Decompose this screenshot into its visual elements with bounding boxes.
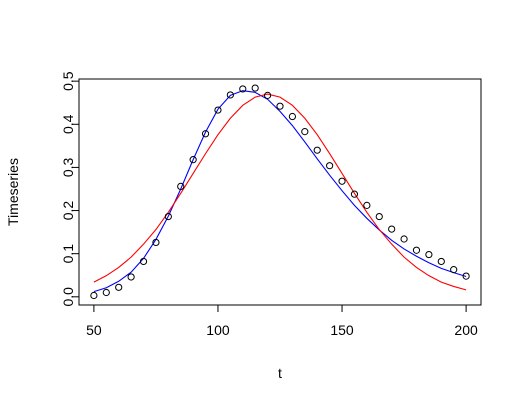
y-tick-label: 0.2: [60, 201, 76, 221]
y-tick-label: 0.4: [60, 114, 76, 134]
data-point: [437, 257, 445, 266]
y-tick-label: 0.1: [60, 244, 76, 264]
data-point: [425, 250, 433, 259]
data-point: [388, 225, 396, 233]
x-axis-title: t: [278, 365, 282, 381]
series-layer: [90, 84, 470, 300]
data-point: [313, 146, 321, 154]
x-axis: 50 100 150 200: [86, 304, 478, 338]
data-point: [263, 91, 272, 99]
blue-fit-line: [93, 90, 467, 293]
data-point: [189, 156, 197, 164]
x-tick-label: 50: [86, 322, 102, 338]
data-point: [338, 177, 346, 185]
data-point: [164, 212, 172, 221]
y-tick-label: 0.5: [60, 71, 76, 91]
data-point: [139, 257, 148, 266]
plot-box: [78, 78, 482, 306]
data-point: [450, 266, 458, 274]
data-point: [90, 291, 98, 300]
y-axis-title: Timeseries: [5, 158, 21, 226]
data-point: [115, 283, 123, 291]
x-tick-label: 150: [330, 322, 354, 338]
data-point: [375, 212, 383, 221]
data-point: [326, 162, 334, 170]
data-point: [201, 130, 210, 138]
data-point: [214, 106, 222, 114]
y-tick-label: 0.3: [60, 157, 76, 177]
data-point: [102, 288, 110, 297]
data-point: [152, 238, 160, 247]
x-tick-label: 100: [206, 322, 230, 338]
data-point: [276, 102, 284, 110]
data-point: [239, 85, 247, 93]
data-point: [226, 91, 234, 99]
red-fit-line: [93, 93, 467, 291]
data-point: [288, 112, 297, 121]
data-point: [177, 182, 185, 190]
data-point: [301, 128, 309, 136]
y-tick-label: 0.0: [60, 287, 76, 307]
data-point: [251, 84, 259, 92]
data-point: [363, 201, 371, 209]
data-point: [400, 235, 408, 243]
x-tick-label: 200: [454, 322, 478, 338]
data-point: [412, 246, 421, 254]
y-axis: 0.0 0.1 0.2 0.3 0.4 0.5: [60, 71, 80, 307]
data-point: [127, 273, 135, 281]
data-point: [350, 190, 359, 198]
data-point: [462, 272, 470, 280]
